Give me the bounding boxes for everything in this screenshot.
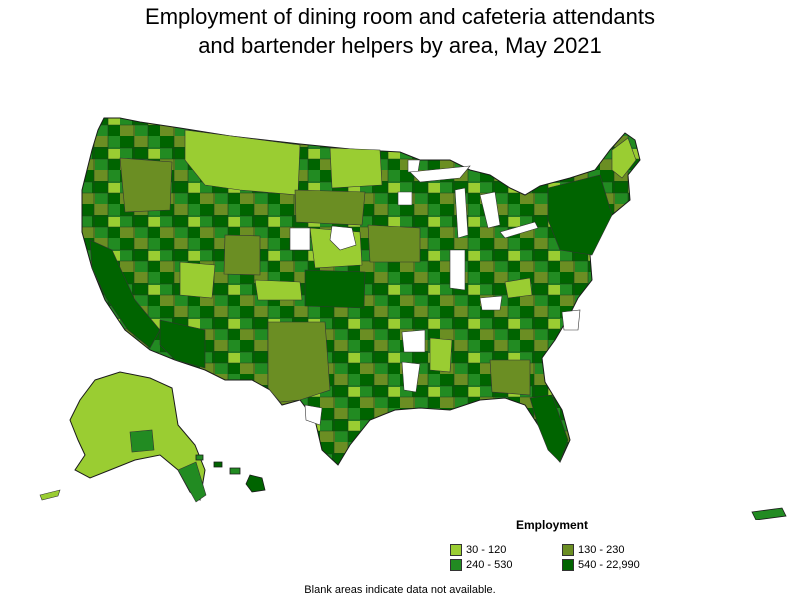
legend-label: 540 - 22,990 (578, 559, 640, 571)
blank-area-arkansas (401, 361, 421, 393)
legend-label: 130 - 230 (578, 544, 625, 556)
blank-area-michigan (407, 159, 421, 173)
blank-area-nebraska (329, 225, 357, 251)
region-iowa (367, 224, 421, 263)
region-california (89, 239, 161, 349)
region-kansas (304, 269, 366, 309)
title-line-1: Employment of dining room and cafeteria … (145, 4, 655, 29)
legend-item-130-230: 130 - 230 (562, 544, 682, 556)
region-utah-east (179, 261, 216, 299)
legend-label: 240 - 530 (466, 559, 513, 571)
legend: Employment 30 - 120 130 - 230 240 - 530 … (450, 518, 700, 571)
region-wyoming-west (223, 234, 261, 276)
us-choropleth-map (39, 117, 787, 520)
map-title: Employment of dining room and cafeteria … (0, 2, 800, 60)
region-northeast (547, 174, 613, 256)
legend-item-30-120: 30 - 120 (450, 544, 562, 556)
region-north-dakota-east (329, 147, 383, 189)
lake-superior (409, 165, 471, 183)
region-arizona-south (159, 319, 206, 369)
region-florida (529, 394, 569, 463)
region-georgia-south (489, 359, 531, 396)
region-south-dakota (294, 189, 366, 226)
region-texas-west (267, 321, 331, 403)
region-colorado-east (254, 279, 303, 301)
lake-erie (499, 221, 539, 239)
alaska-islands (39, 489, 61, 501)
legend-swatch (562, 544, 574, 556)
legend-swatch (450, 544, 462, 556)
blank-area-illinois (449, 249, 466, 291)
lake-michigan (454, 187, 469, 239)
legend-swatch (450, 559, 462, 571)
blank-area-missouri (401, 329, 426, 353)
region-montana (184, 129, 301, 196)
alaska-region-southeast (177, 461, 207, 503)
blank-area-minnesota (397, 191, 413, 206)
blank-area-wyoming (289, 227, 311, 251)
footnote: Blank areas indicate data not available. (304, 584, 496, 596)
hawaii-oahu (213, 461, 223, 468)
legend-item-540-22990: 540 - 22,990 (562, 559, 682, 571)
hawaii-big-island (245, 474, 266, 493)
blank-area-virginia (561, 309, 581, 331)
region-oregon-east (119, 157, 173, 213)
region-kentucky-east (504, 277, 533, 299)
hawaii-maui (229, 467, 241, 475)
alaska-region-anchorage (129, 429, 155, 453)
title-line-2: and bartender helpers by area, May 2021 (198, 33, 602, 58)
legend-item-240-530: 240 - 530 (450, 559, 562, 571)
legend-swatch (562, 559, 574, 571)
region-maine (611, 137, 637, 179)
legend-label: 30 - 120 (466, 544, 507, 556)
lake-huron (479, 191, 501, 229)
region-mississippi (429, 337, 453, 373)
blank-area-kentucky (479, 295, 503, 311)
legend-title: Employment (516, 518, 589, 532)
puerto-rico (751, 507, 787, 520)
hawaii-kauai (195, 454, 204, 461)
blank-area-texas (304, 404, 323, 426)
